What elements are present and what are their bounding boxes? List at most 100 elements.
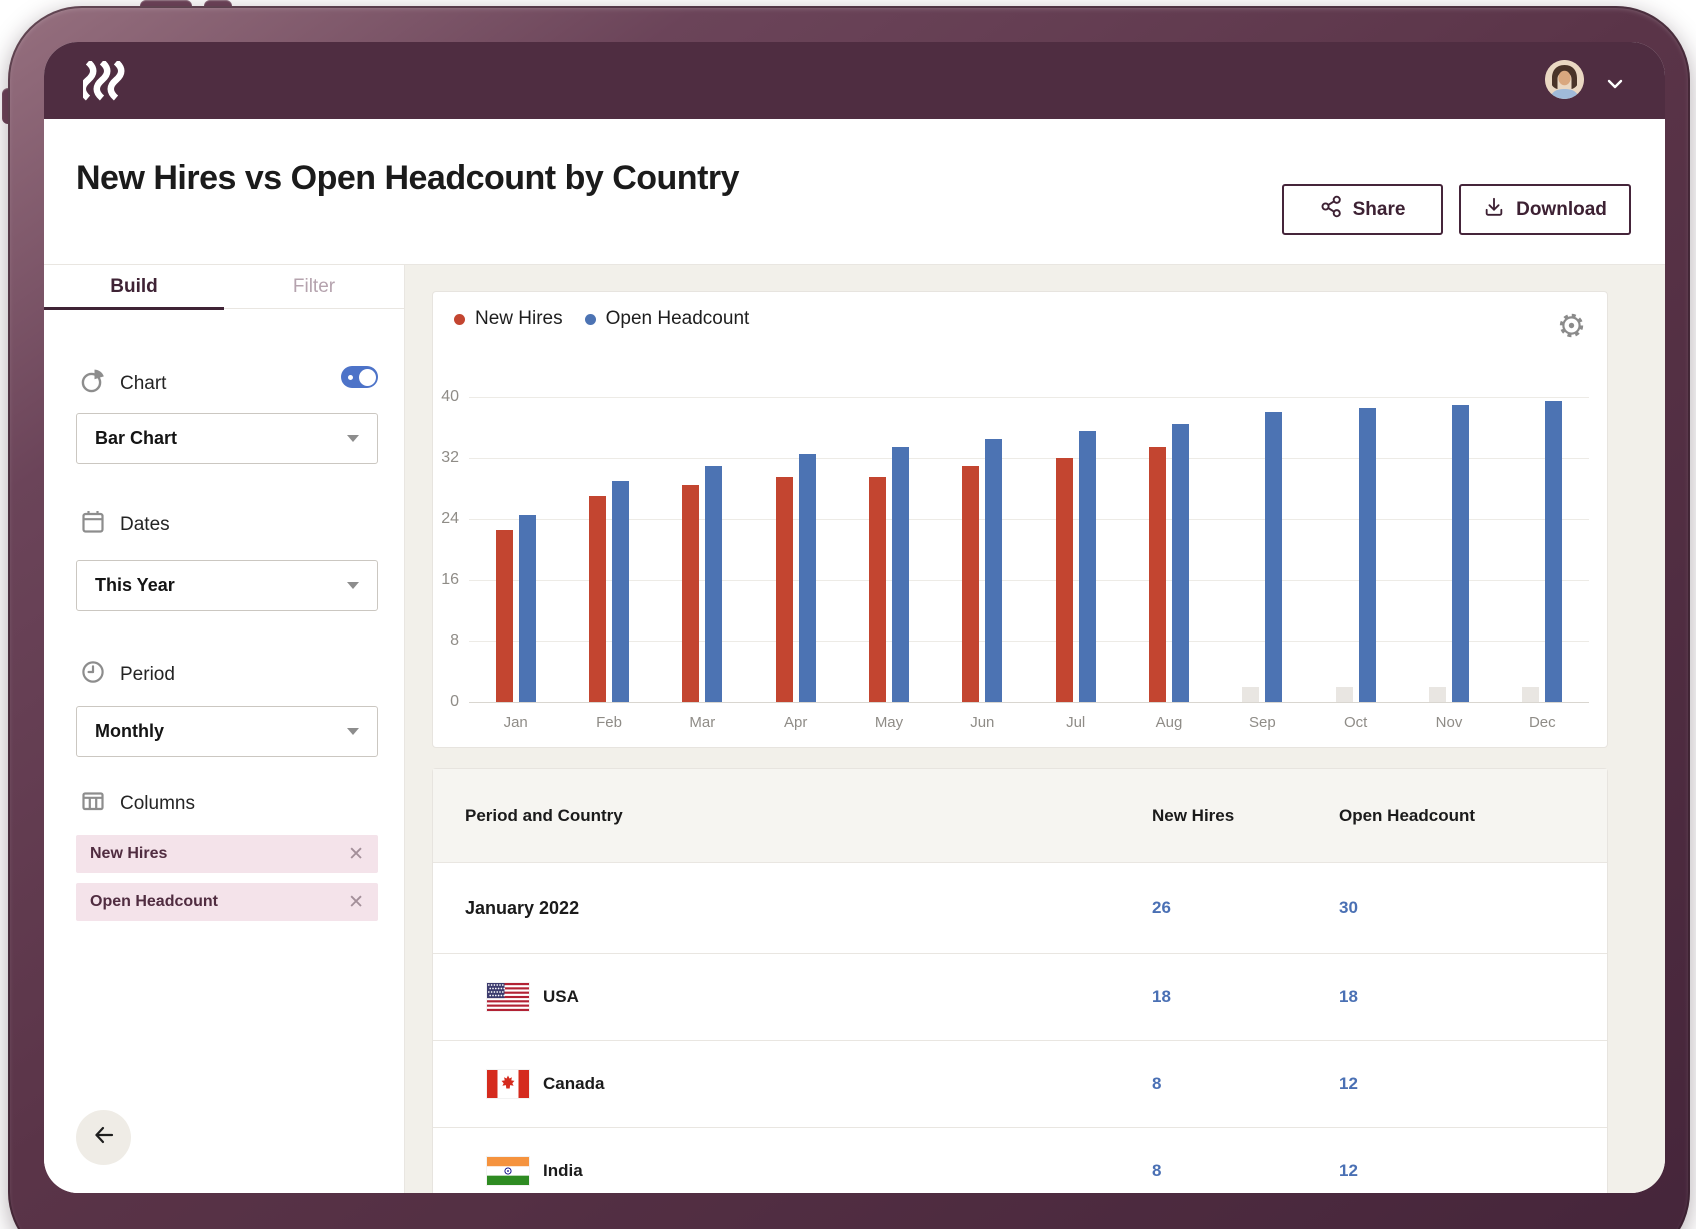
legend-label: New Hires xyxy=(475,308,563,329)
gridline xyxy=(469,397,1589,398)
pie-chart-icon xyxy=(80,368,106,400)
new-hires-value[interactable]: 26 xyxy=(1152,898,1171,917)
bar-new-hires-aug xyxy=(1149,446,1166,702)
usa-flag-icon xyxy=(487,983,529,1011)
bar-new-hires-feb xyxy=(589,496,606,702)
open-headcount-value[interactable]: 30 xyxy=(1339,898,1358,917)
chevron-down-icon xyxy=(347,582,359,589)
bar-new-hires-apr xyxy=(775,477,793,702)
remove-chip-icon[interactable]: ✕ xyxy=(348,843,364,865)
columns-section-header: Columns xyxy=(80,788,195,820)
country-label: USA xyxy=(543,987,579,1006)
legend-dot-open-headcount xyxy=(584,313,596,325)
x-axis-month-label: Apr xyxy=(783,714,808,731)
chevron-down-icon xyxy=(347,728,359,735)
bar-open-headcount-feb xyxy=(612,480,629,702)
chevron-down-icon xyxy=(347,435,359,442)
share-button-label: Share xyxy=(1352,198,1406,220)
chart-toggle[interactable] xyxy=(341,366,378,388)
new-hires-value[interactable]: 18 xyxy=(1152,987,1171,1006)
y-axis-tick-label: 32 xyxy=(441,449,459,466)
gridline xyxy=(469,702,1589,703)
bar-open-headcount-aug xyxy=(1172,423,1189,702)
report-main-area: New Hires Open Headcount xyxy=(405,264,1665,1193)
x-axis-month-label: Mar xyxy=(689,714,716,731)
open-headcount-value[interactable]: 18 xyxy=(1339,987,1358,1006)
bar-open-headcount-oct xyxy=(1358,408,1376,702)
share-button[interactable]: Share xyxy=(1282,184,1443,235)
x-axis-month-label: Sep xyxy=(1248,714,1276,731)
columns-section-label: Columns xyxy=(120,793,195,814)
back-button[interactable] xyxy=(76,1110,131,1165)
y-axis-tick-label: 0 xyxy=(450,693,459,710)
canada-flag-icon xyxy=(487,1070,529,1098)
bar-new-hires-may xyxy=(869,477,886,702)
bar-no-data-stub-dec xyxy=(1522,686,1540,702)
app-screen: New Hires vs Open Headcount by Country S… xyxy=(44,42,1665,1193)
share-icon xyxy=(1320,195,1342,224)
gridline xyxy=(469,519,1589,520)
page-title: New Hires vs Open Headcount by Country xyxy=(76,159,740,197)
dates-section-header: Dates xyxy=(80,509,170,541)
legend-item-new-hires: New Hires xyxy=(454,308,563,330)
gridline xyxy=(469,458,1589,459)
bar-no-data-stub-oct xyxy=(1335,686,1353,702)
table-row-january-2022: January 2022 26 30 xyxy=(433,863,1607,954)
legend-dot-new-hires xyxy=(454,313,465,325)
bar-new-hires-jan xyxy=(495,530,513,702)
new-hires-value[interactable]: 8 xyxy=(1152,1074,1162,1093)
bar-open-headcount-sep xyxy=(1265,412,1283,702)
bar-open-headcount-jan xyxy=(518,515,536,702)
tab-build[interactable]: Build xyxy=(44,265,224,310)
tablet-frame: New Hires vs Open Headcount by Country S… xyxy=(8,6,1690,1229)
build-panel-sidebar: Build Filter Chart xyxy=(44,264,405,1193)
column-header-period-country: Period and Country xyxy=(465,805,623,825)
clock-icon xyxy=(80,659,106,691)
column-chip-new-hires[interactable]: New Hires ✕ xyxy=(76,835,378,873)
column-chip-open-headcount[interactable]: Open Headcount ✕ xyxy=(76,883,378,921)
x-axis-month-label: Feb xyxy=(596,714,622,731)
bar-no-data-stub-sep xyxy=(1242,686,1260,702)
gridline xyxy=(469,580,1589,581)
dates-select[interactable]: This Year xyxy=(76,560,378,611)
rippling-logo-icon xyxy=(79,59,127,106)
bar-new-hires-mar xyxy=(682,484,700,702)
content-area: Build Filter Chart xyxy=(44,264,1665,1193)
chevron-down-icon[interactable] xyxy=(1607,76,1623,94)
panel-tabs: Build Filter xyxy=(44,265,404,310)
table-row-usa: USA 18 18 xyxy=(433,954,1607,1041)
period-value: Monthly xyxy=(95,721,164,741)
period-section-header: Period xyxy=(80,659,175,691)
report-table-card: Period and Country New Hires Open Headco… xyxy=(432,768,1608,1193)
bar-open-headcount-apr xyxy=(798,454,816,702)
column-header-open-headcount: Open Headcount xyxy=(1339,805,1476,825)
period-select[interactable]: Monthly xyxy=(76,706,378,757)
column-header-new-hires: New Hires xyxy=(1152,805,1235,825)
chart-settings-gear-icon[interactable] xyxy=(1558,312,1585,344)
download-button[interactable]: Download xyxy=(1459,184,1631,235)
top-bar xyxy=(44,42,1665,119)
country-label: Canada xyxy=(543,1074,605,1093)
table-header-row: Period and Country New Hires Open Headco… xyxy=(433,769,1607,863)
bar-no-data-stub-nov xyxy=(1429,686,1446,702)
new-hires-value[interactable]: 8 xyxy=(1152,1161,1162,1180)
gridline xyxy=(469,641,1589,642)
title-bar: New Hires vs Open Headcount by Country S… xyxy=(44,119,1665,264)
x-axis-month-label: Oct xyxy=(1343,714,1368,731)
dates-section-label: Dates xyxy=(120,514,170,535)
tab-filter[interactable]: Filter xyxy=(292,276,336,297)
open-headcount-value[interactable]: 12 xyxy=(1339,1161,1358,1180)
user-avatar[interactable] xyxy=(1545,60,1584,99)
x-axis-month-label: Jan xyxy=(503,714,528,731)
chart-section-label: Chart xyxy=(120,373,167,394)
x-axis-month-label: Nov xyxy=(1435,714,1463,731)
download-button-label: Download xyxy=(1516,198,1607,220)
dates-value: This Year xyxy=(95,575,175,595)
open-headcount-value[interactable]: 12 xyxy=(1339,1074,1358,1093)
arrow-left-icon xyxy=(92,1123,116,1152)
chart-type-select[interactable]: Bar Chart xyxy=(76,413,378,464)
remove-chip-icon[interactable]: ✕ xyxy=(348,891,364,913)
bar-open-headcount-may xyxy=(892,446,909,702)
calendar-icon xyxy=(80,509,106,541)
bar-open-headcount-jul xyxy=(1078,431,1096,702)
